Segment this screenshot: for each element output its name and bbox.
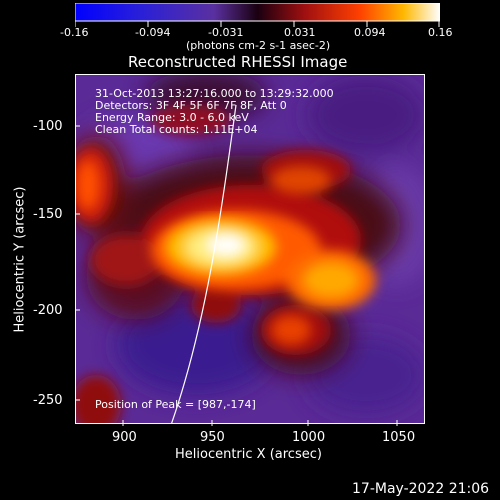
- colorbar-tick-5: 0.094: [354, 26, 386, 39]
- colorbar-tick-3: -0.031: [208, 26, 244, 39]
- colorbar-units-label: (photons cm-2 s-1 asec-2): [186, 39, 331, 52]
- x-axis-label: Heliocentric X (arcsec): [175, 447, 322, 462]
- info-line-time: 31-Oct-2013 13:27:16.000 to 13:29:32.000: [95, 87, 334, 100]
- footer-timestamp: 17-May-2022 21:06: [352, 481, 490, 497]
- y-axis-ticks: [75, 125, 80, 401]
- observation-info: 31-Oct-2013 13:27:16.000 to 13:29:32.000…: [95, 88, 334, 136]
- y-tick-label: -100: [33, 119, 63, 134]
- info-line-energy: Energy Range: 3.0 - 6.0 keV: [95, 111, 249, 124]
- x-tick-label: 1000: [292, 430, 326, 445]
- solar-limb-line: [171, 104, 237, 423]
- rhessi-image: [76, 75, 424, 423]
- y-tick-label: -150: [33, 207, 63, 222]
- colorbar-tick-4: 0.031: [284, 26, 316, 39]
- peak-position-label: Position of Peak = [987,-174]: [95, 398, 256, 411]
- colorbar: [74, 2, 441, 27]
- x-tick-label: 1050: [382, 430, 416, 445]
- y-tick-label: -200: [33, 303, 63, 318]
- info-line-detectors: Detectors: 3F 4F 5F 6F 7F 8F, Att 0: [95, 99, 287, 112]
- x-tick-label: 900: [112, 430, 137, 445]
- colorbar-tick-2: -0.094: [135, 26, 171, 39]
- x-axis-ticks: [122, 420, 398, 426]
- solar-image-panel: [75, 74, 425, 424]
- plot-title: Reconstructed RHESSI Image: [128, 53, 348, 71]
- y-tick-label: -250: [33, 393, 63, 408]
- x-tick-label: 950: [200, 430, 225, 445]
- info-line-clean: Clean Total counts: 1.11E+04: [95, 123, 258, 136]
- colorbar-tick-1: -0.16: [60, 26, 89, 39]
- y-axis-label: Heliocentric Y (arcsec): [12, 186, 28, 333]
- colorbar-tick-6: 0.16: [428, 26, 453, 39]
